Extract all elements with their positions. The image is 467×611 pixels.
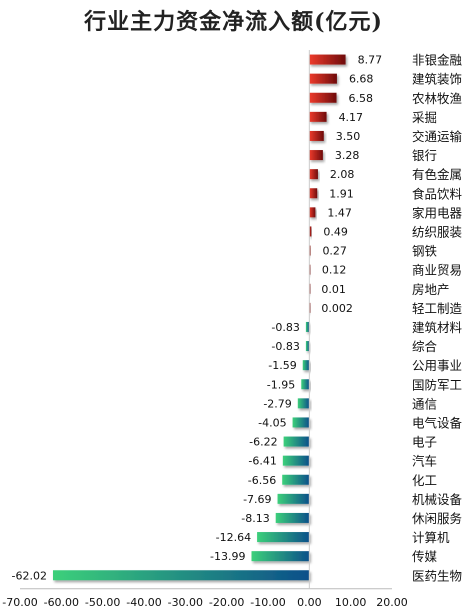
value-label-1: 8.77 <box>358 54 383 67</box>
bar-6 <box>309 150 323 161</box>
category-label-10: 纺织服装 <box>412 224 462 239</box>
value-label-28: -62.02 <box>12 569 47 582</box>
bar-17 <box>302 360 310 371</box>
category-label-13: 房地产 <box>412 282 450 297</box>
value-label-8: 1.91 <box>329 187 354 200</box>
value-label-11: 0.27 <box>322 245 347 258</box>
bar-5 <box>309 130 324 141</box>
category-label-1: 非银金融 <box>412 53 463 68</box>
bar-1 <box>309 54 346 65</box>
value-label-24: -7.69 <box>243 493 271 506</box>
value-label-13: 0.01 <box>321 283 346 296</box>
value-label-23: -6.56 <box>248 474 276 487</box>
category-label-16: 综合 <box>412 339 438 354</box>
bar-19 <box>297 398 310 409</box>
category-labels-group: 非银金融建筑装饰农林牧渔采掘交通运输银行有色金属食品饮料家用电器纺织服装钢铁商业… <box>412 53 463 584</box>
category-label-22: 汽车 <box>412 454 437 469</box>
x-tick-label-1: -70.00 <box>2 596 37 609</box>
x-tick-label-4: -40.00 <box>126 596 161 609</box>
bar-4 <box>309 111 327 122</box>
value-label-25: -8.13 <box>241 512 269 525</box>
category-label-6: 银行 <box>412 148 437 163</box>
category-label-19: 通信 <box>412 396 437 411</box>
category-label-27: 传媒 <box>412 549 438 564</box>
category-label-28: 医药生物 <box>412 568 462 583</box>
category-label-12: 商业贸易 <box>412 263 462 278</box>
category-label-3: 农林牧渔 <box>412 91 462 106</box>
bar-26 <box>257 532 310 543</box>
category-label-8: 食品饮料 <box>412 186 463 201</box>
category-label-25: 休闲服务 <box>412 511 462 526</box>
value-label-22: -6.41 <box>248 455 276 468</box>
category-label-9: 家用电器 <box>412 205 463 220</box>
chart-title: 行业主力资金净流入额(亿元) <box>84 9 383 35</box>
category-label-17: 公用事业 <box>412 358 462 373</box>
value-label-26: -12.64 <box>216 531 251 544</box>
value-label-4: 4.17 <box>339 111 364 124</box>
bar-27 <box>251 551 310 562</box>
value-label-14: 0.002 <box>321 302 353 315</box>
value-label-7: 2.08 <box>330 168 355 181</box>
value-label-17: -1.59 <box>268 359 296 372</box>
bar-16 <box>305 341 310 352</box>
bar-22 <box>282 455 310 466</box>
value-label-16: -0.83 <box>271 340 299 353</box>
category-label-2: 建筑装饰 <box>412 72 462 87</box>
bar-25 <box>275 512 310 523</box>
value-label-21: -6.22 <box>249 436 277 449</box>
bar-23 <box>282 474 310 485</box>
category-label-15: 建筑材料 <box>412 320 463 335</box>
value-label-9: 1.47 <box>327 206 352 219</box>
x-tick-label-8: 0.00 <box>297 596 322 609</box>
category-label-18: 国防军工 <box>412 377 462 392</box>
x-tick-label-3: -50.00 <box>85 596 120 609</box>
value-label-19: -2.79 <box>263 397 291 410</box>
category-label-7: 有色金属 <box>412 167 462 182</box>
x-tick-label-7: -10.00 <box>250 596 285 609</box>
x-tick-label-6: -20.00 <box>209 596 244 609</box>
category-label-20: 电气设备 <box>412 415 463 430</box>
bar-7 <box>309 169 318 180</box>
bar-24 <box>277 493 310 504</box>
bar-21 <box>283 436 310 447</box>
bar-3 <box>309 92 337 103</box>
x-tick-label-5: -30.00 <box>168 596 203 609</box>
bar-11 <box>309 245 311 256</box>
category-label-4: 采掘 <box>412 110 437 125</box>
category-label-14: 轻工制造 <box>412 301 463 316</box>
bar-15 <box>305 321 310 332</box>
value-label-5: 3.50 <box>336 130 361 143</box>
bar-28 <box>52 570 310 581</box>
bars-group <box>52 54 346 581</box>
value-label-10: 0.49 <box>323 225 348 238</box>
bar-2 <box>309 73 337 84</box>
bar-10 <box>309 226 312 237</box>
category-label-24: 机械设备 <box>412 492 463 507</box>
x-tick-label-9: 10.00 <box>335 596 367 609</box>
value-label-18: -1.95 <box>267 378 295 391</box>
category-label-26: 计算机 <box>412 530 450 545</box>
x-tick-label-10: 20.00 <box>376 596 408 609</box>
x-axis: -70.00 -60.00 -50.00 -40.00 -30.00 -20.00 -10.… <box>2 50 408 609</box>
bar-20 <box>292 417 310 428</box>
value-labels-group: 8.77 6.68 6.58 4.17 3.50 3.28 2.08 1.91 1.47 0.49… <box>12 54 383 583</box>
bar-8 <box>309 188 318 199</box>
value-label-3: 6.58 <box>349 92 374 105</box>
value-label-27: -13.99 <box>210 550 245 563</box>
category-label-11: 钢铁 <box>412 244 438 259</box>
value-label-6: 3.28 <box>335 149 360 162</box>
bar-9 <box>309 207 316 218</box>
value-label-20: -4.05 <box>258 416 286 429</box>
value-label-15: -0.83 <box>271 321 299 334</box>
value-label-2: 6.68 <box>349 73 374 86</box>
category-label-21: 电子 <box>412 435 437 450</box>
category-label-5: 交通运输 <box>412 129 463 144</box>
value-label-12: 0.12 <box>322 264 347 277</box>
bar-18 <box>301 379 310 390</box>
x-tick-label-2: -60.00 <box>44 596 79 609</box>
category-label-23: 化工 <box>412 473 437 488</box>
